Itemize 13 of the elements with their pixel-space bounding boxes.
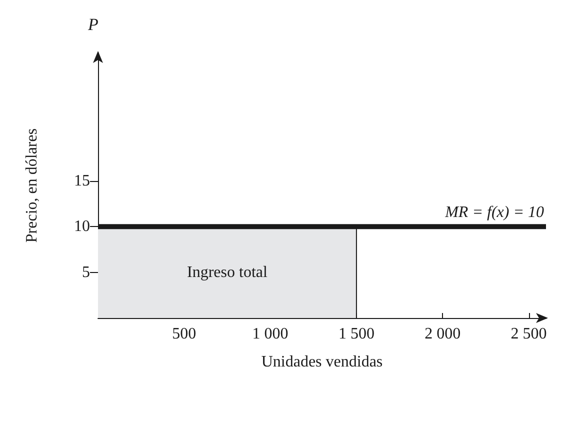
- x-tick-label: 1 000: [252, 326, 288, 342]
- x-tick-label: 2 500: [510, 326, 547, 342]
- annotation: Ingreso total: [187, 264, 268, 281]
- y-tick-label: 10: [74, 218, 90, 236]
- series-label: MR = f(x) = 10: [444, 204, 544, 222]
- y-tick-label: 15: [74, 172, 90, 190]
- x-tick-label: 1 500: [338, 326, 374, 342]
- y-tick-label: 5: [82, 264, 90, 281]
- x-axis-title: Unidades vendidas: [261, 354, 383, 370]
- text: P: [87, 15, 98, 34]
- x-tick-label: 2 000: [424, 326, 461, 342]
- y-axis-title: Precio, en dólares: [24, 128, 40, 243]
- x-tick-label: 500: [172, 326, 196, 342]
